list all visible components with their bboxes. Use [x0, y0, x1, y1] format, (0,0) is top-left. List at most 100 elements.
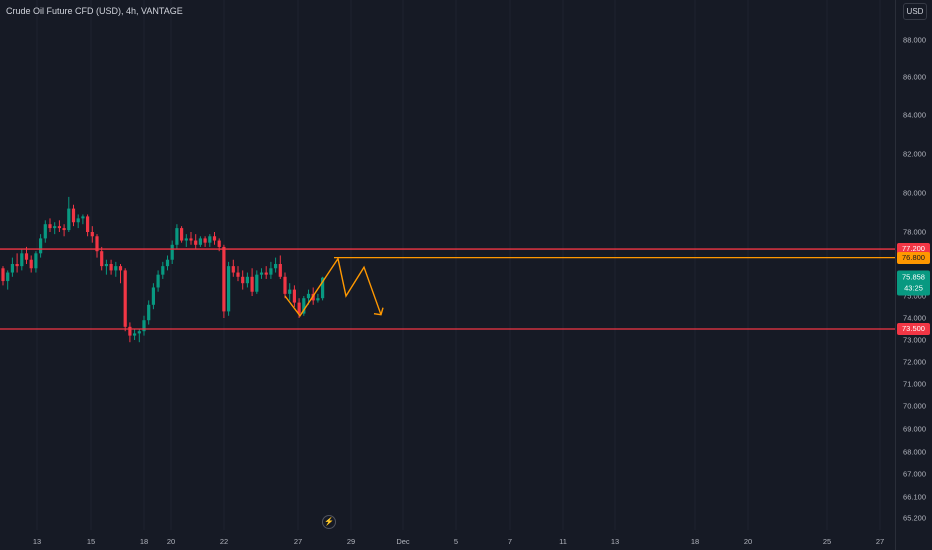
- candle-body: [316, 298, 320, 301]
- price-tick: 69.000: [903, 424, 926, 434]
- candle-body: [259, 272, 264, 275]
- candle-body: [255, 274, 259, 292]
- candle-body: [212, 236, 217, 241]
- last-price-value: 75.858: [902, 272, 925, 282]
- candle-body: [227, 266, 231, 312]
- time-tick: 13: [610, 537, 620, 546]
- candle-body: [165, 259, 170, 267]
- candle-body: [100, 251, 104, 267]
- chart-title: Crude Oil Future CFD (USD), 4h, VANTAGE: [6, 6, 183, 16]
- price-tick: 86.000: [903, 72, 926, 82]
- candle-body: [175, 228, 179, 245]
- candle-body: [231, 266, 235, 273]
- price-tick: 66.100: [903, 492, 926, 502]
- price-tick: 72.000: [903, 357, 926, 367]
- time-tick: 7: [507, 537, 513, 546]
- candle-body: [81, 216, 85, 219]
- price-tick: 82.000: [903, 149, 926, 159]
- candle-body: [53, 226, 57, 229]
- price-tick: 84.000: [903, 110, 926, 120]
- candle-body: [288, 289, 292, 294]
- time-tick: 20: [166, 537, 176, 546]
- price-tick: 65.200: [903, 513, 926, 523]
- candle-body: [156, 274, 160, 288]
- candle-body: [137, 331, 141, 334]
- candle-body: [184, 238, 188, 241]
- candle-body: [71, 208, 76, 223]
- time-tick: 18: [690, 537, 700, 546]
- candle-body: [283, 276, 287, 294]
- candle-body: [133, 333, 137, 336]
- bar-countdown: 43:25: [904, 283, 923, 293]
- time-tick: 11: [559, 537, 567, 546]
- candle-body: [161, 266, 165, 275]
- candle-body: [43, 224, 47, 239]
- price-tick: 67.000: [903, 469, 926, 479]
- candle-body: [90, 232, 94, 237]
- level-76800-badge: 76.800: [897, 251, 930, 264]
- lightning-icon[interactable]: ⚡: [322, 515, 336, 529]
- candle-body: [118, 266, 123, 271]
- candle-body: [217, 240, 221, 247]
- time-tick: 27: [293, 537, 303, 546]
- price-tick: 88.000: [903, 35, 926, 45]
- time-tick: 15: [86, 537, 96, 546]
- candle-body: [194, 240, 198, 245]
- last-price-badge: 75.858 43:25: [897, 270, 930, 296]
- candle-body: [180, 228, 184, 241]
- candle-body: [147, 304, 151, 321]
- candle-body: [297, 302, 301, 314]
- projection-path: [284, 256, 382, 318]
- time-tick: 5: [453, 537, 459, 546]
- candle-body: [62, 228, 66, 231]
- candle-body: [222, 246, 226, 312]
- candle-body: [20, 253, 24, 267]
- candle-body: [245, 276, 249, 284]
- currency-button[interactable]: USD: [903, 3, 927, 20]
- time-tick: 22: [219, 537, 229, 546]
- candle-body: [292, 289, 296, 303]
- price-scale-border: [895, 0, 896, 550]
- price-tick: 80.000: [903, 188, 926, 198]
- candle-body: [104, 264, 108, 267]
- time-tick: 18: [139, 537, 149, 546]
- candle-body: [142, 320, 146, 332]
- candle-body: [241, 276, 245, 284]
- candle-body: [1, 268, 5, 282]
- price-tick: 68.000: [903, 447, 926, 457]
- projection-arrowhead: [373, 307, 384, 316]
- price-tick: 75.000: [903, 291, 926, 301]
- time-tick: 27: [875, 537, 885, 546]
- candle-body: [10, 264, 14, 273]
- price-tick: 71.000: [903, 379, 926, 389]
- time-tick: 13: [32, 537, 42, 546]
- price-tick: 78.000: [903, 227, 926, 237]
- level-73500-badge: 73.500: [897, 323, 930, 335]
- candle-body: [67, 208, 71, 231]
- candle-body: [39, 238, 43, 254]
- candle-body: [48, 224, 52, 229]
- candle-body: [76, 218, 80, 223]
- price-tick: 70.000: [903, 401, 926, 411]
- price-tick: 73.000: [903, 335, 926, 345]
- candle-body: [34, 253, 38, 269]
- candle-body: [128, 326, 132, 336]
- candle-body: [302, 298, 306, 314]
- candle-body: [208, 236, 212, 243]
- price-tick: 74.000: [903, 313, 926, 323]
- time-tick: 20: [743, 537, 753, 546]
- candle-body: [264, 272, 268, 275]
- candle-body: [114, 266, 118, 271]
- candle-body: [170, 244, 174, 260]
- candle-body: [57, 226, 61, 229]
- candle-body: [250, 276, 254, 292]
- candle-body: [321, 277, 325, 299]
- candle-body: [236, 272, 240, 277]
- candle-body: [306, 293, 311, 299]
- time-tick: 29: [346, 537, 356, 546]
- candle-body: [198, 238, 202, 245]
- candle-body: [29, 259, 33, 269]
- candle-body: [278, 264, 282, 277]
- candle-body: [95, 236, 99, 252]
